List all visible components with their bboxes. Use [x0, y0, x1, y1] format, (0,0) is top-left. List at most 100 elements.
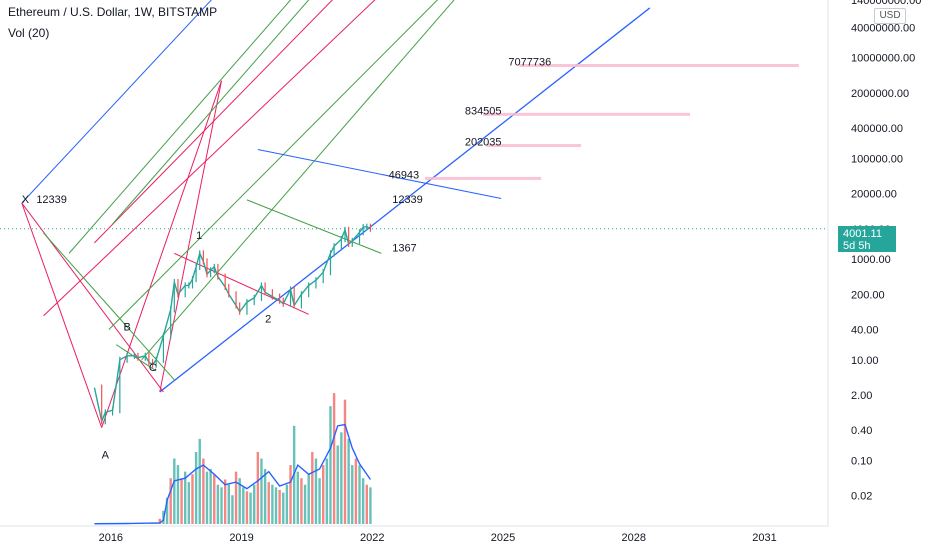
y-tick-label: 100000.00 — [851, 153, 903, 165]
price-axis-bg — [828, 0, 932, 550]
volume-indicator-label[interactable]: Vol (20) — [8, 26, 49, 40]
volume-bar — [289, 465, 291, 524]
volume-bar — [315, 459, 317, 524]
annotation-label: C — [149, 362, 157, 374]
volume-bar — [202, 459, 204, 524]
volume-bar — [199, 439, 201, 524]
y-tick-label: 200.00 — [851, 289, 885, 301]
volume-bar — [173, 459, 175, 524]
y-tick-label: 2000000.00 — [851, 88, 909, 100]
projection-zone-2 — [483, 113, 690, 116]
volume-bar — [300, 478, 302, 524]
volume-bar — [268, 482, 270, 524]
annotation-label: 1 — [196, 230, 202, 242]
volume-bar — [322, 465, 324, 524]
volume-bar — [304, 485, 306, 524]
volume-bar — [366, 485, 368, 524]
volume-bar — [188, 482, 190, 524]
volume-bar — [329, 406, 331, 524]
volume-bar — [195, 452, 197, 524]
projection-zone-4 — [425, 177, 541, 180]
bar-countdown: 5d 5h — [843, 240, 896, 252]
volume-bar — [318, 478, 320, 524]
volume-bar — [264, 469, 266, 524]
annotation-label: 12339 — [36, 194, 67, 206]
volume-bar — [297, 472, 299, 524]
volume-bar — [340, 432, 342, 524]
currency-button[interactable]: USD — [874, 8, 906, 24]
x-tick-label: 2025 — [491, 532, 515, 544]
volume-bar — [209, 469, 211, 524]
volume-bar — [253, 485, 255, 524]
volume-bar — [311, 452, 313, 524]
volume-bar — [213, 474, 215, 524]
y-tick-label: 10.00 — [851, 355, 879, 367]
volume-bar — [355, 459, 357, 524]
volume-bar — [217, 485, 219, 524]
volume-bar — [286, 485, 288, 524]
volume-bar — [369, 487, 371, 524]
x-tick-label: 2028 — [622, 532, 646, 544]
volume-bar — [184, 472, 186, 524]
volume-bar — [333, 393, 335, 524]
volume-bar — [275, 487, 277, 524]
y-tick-label: 20000.00 — [851, 189, 897, 201]
annotation-label: 46943 — [389, 169, 420, 181]
volume-bar — [242, 487, 244, 524]
volume-bar — [224, 479, 226, 524]
volume-bar — [231, 495, 233, 524]
y-tick-label: 400000.00 — [851, 123, 903, 135]
y-tick-label: 0.02 — [851, 491, 872, 503]
volume-bar — [282, 493, 284, 524]
volume-bar — [351, 465, 353, 524]
y-tick-label: 2.00 — [851, 390, 872, 402]
volume-bar — [257, 452, 259, 524]
annotation-label: B — [123, 322, 130, 334]
y-tick-label: 40000000.00 — [851, 22, 915, 34]
x-tick-label: 2031 — [752, 532, 776, 544]
volume-bar — [177, 465, 179, 524]
volume-bar — [307, 474, 309, 524]
volume-bar — [246, 491, 248, 524]
volume-bar — [206, 472, 208, 524]
volume-bar — [347, 439, 349, 524]
volume-bar — [337, 445, 339, 524]
volume-bar — [180, 478, 182, 524]
annotation-label: X — [22, 194, 30, 206]
x-tick-label: 2022 — [360, 532, 384, 544]
annotation-label: 12339 — [392, 194, 423, 206]
y-tick-label: 0.40 — [851, 425, 872, 437]
volume-bar — [228, 485, 230, 524]
volume-bar — [344, 400, 346, 524]
annotation-label: 1367 — [392, 243, 416, 255]
volume-bar — [235, 472, 237, 524]
volume-bar — [169, 478, 171, 524]
y-tick-label: 0.10 — [851, 455, 872, 467]
volume-bar — [358, 465, 360, 524]
current-price-value: 4001.11 — [843, 228, 896, 240]
y-tick-label: 40.00 — [851, 324, 879, 336]
time-axis-bg — [0, 526, 932, 550]
symbol-title[interactable]: Ethereum / U.S. Dollar, 1W, BITSTAMP — [8, 5, 217, 19]
y-tick-label: 140000000.00 — [851, 0, 921, 7]
volume-bar — [278, 490, 280, 524]
annotation-label: 834505 — [465, 105, 502, 117]
volume-bar — [220, 487, 222, 524]
volume-bar — [260, 459, 262, 524]
x-tick-label: 2016 — [99, 532, 123, 544]
y-tick-label: 10000000.00 — [851, 53, 915, 65]
volume-bar — [362, 478, 364, 524]
volume-bar — [326, 459, 328, 524]
x-tick-label: 2019 — [229, 532, 253, 544]
annotation-label: A — [102, 449, 110, 461]
projection-zone-1 — [519, 64, 799, 67]
volume-bar — [249, 493, 251, 524]
volume-bar — [271, 485, 273, 524]
annotation-label: 7077736 — [508, 57, 551, 69]
annotation-label: 2 — [265, 314, 271, 326]
annotation-label: 202035 — [465, 137, 502, 149]
y-tick-label: 1000.00 — [851, 254, 891, 266]
volume-bar — [191, 474, 193, 524]
